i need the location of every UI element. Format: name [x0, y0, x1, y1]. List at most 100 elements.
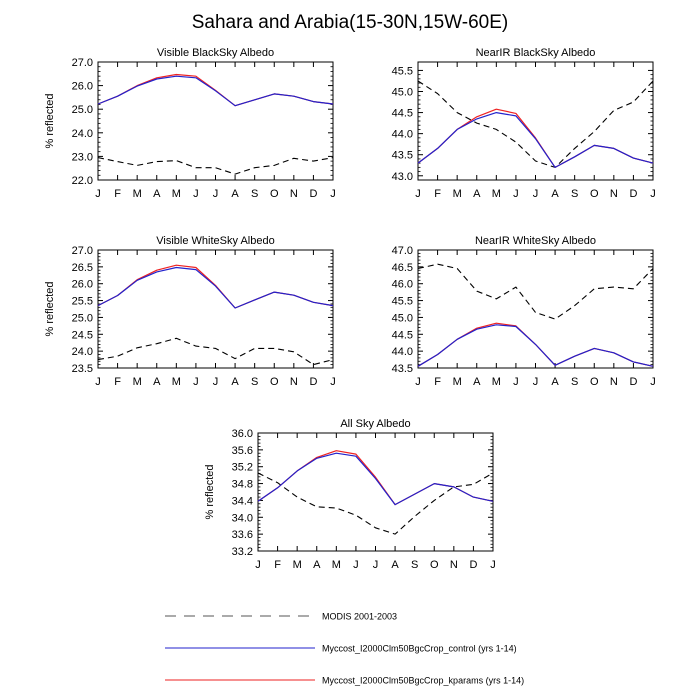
plot-frame: [257, 432, 494, 552]
x-tick-label: J: [330, 376, 336, 388]
x-tick-label: D: [309, 376, 317, 388]
y-tick-label: 25.0: [72, 104, 93, 116]
y-tick-label: 33.2: [232, 546, 253, 558]
legend-label-kparams: Myccost_I2000Clm50BgcCrop_kparams (yrs 1…: [322, 676, 524, 686]
y-axis-label: % reflected: [44, 93, 56, 148]
x-tick-label: J: [513, 188, 519, 200]
y-tick-label: 34.4: [232, 495, 253, 507]
x-tick-label: A: [313, 559, 321, 571]
x-tick-label: M: [492, 188, 501, 200]
x-tick-label: M: [293, 559, 302, 571]
x-tick-label: N: [610, 188, 618, 200]
y-tick-label: 23.0: [72, 151, 93, 163]
x-tick-label: F: [114, 188, 121, 200]
x-tick-label: J: [213, 376, 219, 388]
x-tick-label: F: [434, 188, 441, 200]
legend: MODIS 2001-2003 Myccost_I2000Clm50BgcCrop…: [165, 612, 524, 686]
x-tick-label: J: [650, 188, 656, 200]
y-tick-label: 23.5: [72, 363, 93, 375]
x-tick-label: M: [172, 188, 181, 200]
y-tick-label: 44.0: [392, 129, 413, 141]
x-tick-label: A: [153, 188, 161, 200]
series-line-modis: [97, 157, 334, 175]
y-tick-label: 46.0: [392, 279, 413, 291]
y-tick-label: 44.5: [392, 108, 413, 120]
x-tick-label: J: [533, 188, 539, 200]
x-tick-label: S: [411, 559, 418, 571]
x-tick-label: A: [153, 376, 161, 388]
series-line-modis: [257, 472, 494, 535]
x-tick-label: D: [469, 559, 477, 571]
y-tick-label: 24.0: [72, 128, 93, 140]
y-tick-label: 27.0: [72, 57, 93, 69]
panel-title: Visible WhiteSky Albedo: [156, 235, 274, 247]
y-tick-label: 43.0: [392, 171, 413, 183]
x-tick-label: J: [373, 559, 379, 571]
x-tick-label: O: [270, 376, 279, 388]
x-tick-label: A: [473, 188, 481, 200]
x-tick-label: J: [490, 559, 496, 571]
y-tick-label: 45.5: [392, 296, 413, 308]
x-tick-label: O: [590, 376, 599, 388]
x-tick-label: D: [309, 188, 317, 200]
x-tick-label: F: [434, 376, 441, 388]
x-tick-label: M: [332, 559, 341, 571]
x-tick-label: N: [450, 559, 458, 571]
chart-nearir-blacksky: NearIR BlackSky Albedo 43.0 43.5 44.0 44.5 45…: [392, 47, 656, 200]
y-tick-label: 24.0: [72, 346, 93, 358]
x-tick-label: J: [193, 188, 199, 200]
chart-nearir-whitesky: NearIR WhiteSky Albedo 43.5 44.0 44.5 45.0 45…: [392, 235, 656, 388]
chart-visible-whitesky: Visible WhiteSky Albedo % reflected 23.5 24…: [44, 235, 336, 388]
plot-frame: [97, 61, 334, 181]
panel-title: Visible BlackSky Albedo: [157, 47, 274, 59]
x-tick-label: A: [473, 376, 481, 388]
x-tick-label: N: [290, 188, 298, 200]
series-line-control: [97, 75, 334, 107]
page-title: Sahara and Arabia(15-30N,15W-60E): [191, 12, 509, 33]
x-tick-label: J: [353, 559, 359, 571]
x-tick-label: O: [270, 188, 279, 200]
x-tick-label: M: [453, 376, 462, 388]
chart-visible-blacksky: Visible BlackSky Albedo % reflected 22.0 23…: [44, 47, 336, 200]
x-tick-label: S: [251, 188, 258, 200]
y-tick-label: 34.0: [232, 512, 253, 524]
legend-label-control: Myccost_I2000Clm50BgcCrop_control (yrs 1…: [322, 644, 517, 654]
y-tick-label: 22.0: [72, 175, 93, 187]
plot-frame: [417, 61, 654, 181]
legend-label-modis: MODIS 2001-2003: [322, 612, 397, 622]
x-tick-label: A: [391, 559, 399, 571]
y-tick-label: 35.6: [232, 445, 253, 457]
y-tick-label: 24.5: [72, 329, 93, 341]
y-tick-label: 25.0: [72, 312, 93, 324]
x-tick-label: J: [330, 188, 336, 200]
x-tick-label: O: [430, 559, 439, 571]
x-tick-label: S: [251, 376, 258, 388]
x-tick-label: J: [415, 188, 421, 200]
x-tick-label: J: [533, 376, 539, 388]
x-tick-label: A: [551, 376, 559, 388]
x-tick-label: J: [415, 376, 421, 388]
chart-all-sky: All Sky Albedo % reflected 33.2 33.6 34.0 34.…: [204, 418, 496, 571]
x-tick-label: J: [650, 376, 656, 388]
y-tick-label: 45.0: [392, 312, 413, 324]
x-tick-label: S: [571, 376, 578, 388]
y-axis-label: % reflected: [44, 281, 56, 336]
x-tick-label: M: [133, 376, 142, 388]
y-tick-label: 36.0: [232, 428, 253, 440]
panel-title: All Sky Albedo: [340, 418, 410, 430]
plot-frame: [97, 249, 334, 369]
x-tick-label: O: [590, 188, 599, 200]
y-tick-label: 25.5: [72, 296, 93, 308]
series-line-control: [417, 111, 654, 169]
y-tick-label: 35.2: [232, 462, 253, 474]
x-tick-label: J: [95, 376, 101, 388]
y-tick-label: 43.5: [392, 150, 413, 162]
y-tick-label: 44.5: [392, 329, 413, 341]
x-tick-label: M: [492, 376, 501, 388]
y-tick-label: 45.5: [392, 65, 413, 77]
x-tick-label: F: [274, 559, 281, 571]
x-tick-label: N: [290, 376, 298, 388]
x-tick-label: J: [255, 559, 261, 571]
x-tick-label: J: [193, 376, 199, 388]
y-tick-label: 46.5: [392, 262, 413, 274]
